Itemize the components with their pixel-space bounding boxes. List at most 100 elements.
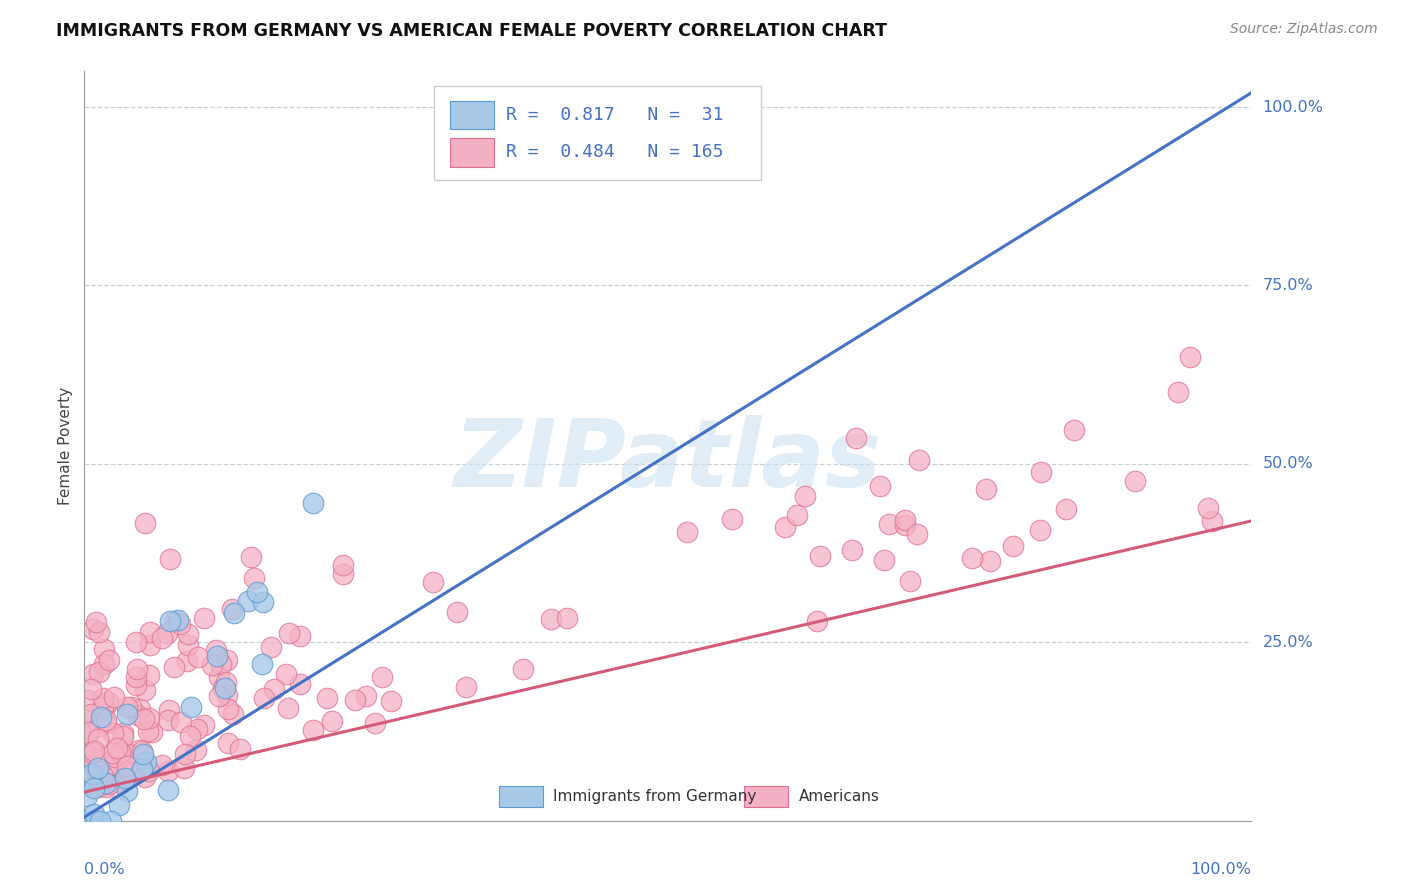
FancyBboxPatch shape (450, 138, 494, 167)
Text: 0.0%: 0.0% (84, 862, 125, 877)
Point (979, 554, 1001, 568)
Text: Immigrants from Germany: Immigrants from Germany (554, 789, 756, 805)
Point (974, 482, 997, 496)
Point (364, 715, 387, 730)
Point (89, 814, 111, 828)
Point (98, 653, 121, 667)
Point (208, 670, 231, 684)
Point (75, 754, 97, 768)
Point (105, 741, 128, 756)
Point (240, 549, 263, 564)
Point (841, 542, 863, 557)
Point (73, 746, 96, 760)
Point (114, 771, 136, 785)
Point (214, 674, 236, 689)
Point (962, 551, 984, 566)
Point (131, 744, 153, 758)
Point (179, 730, 201, 744)
Point (112, 729, 135, 743)
Point (1178, 351, 1201, 365)
Text: IMMIGRANTS FROM GERMANY VS AMERICAN FEMALE POVERTY CORRELATION CHART: IMMIGRANTS FROM GERMANY VS AMERICAN FEMA… (56, 22, 887, 40)
Point (86, 763, 108, 777)
Point (117, 699, 139, 714)
Point (169, 616, 191, 631)
Point (89, 665, 111, 680)
Point (97, 695, 120, 709)
Point (217, 702, 239, 716)
Text: 100.0%: 100.0% (1263, 100, 1323, 114)
Point (243, 571, 266, 585)
Point (1201, 514, 1223, 528)
Point (371, 670, 394, 684)
Point (186, 722, 208, 736)
Point (229, 742, 252, 756)
Point (184, 743, 207, 757)
Point (775, 520, 797, 534)
Point (252, 595, 274, 609)
Point (80, 714, 103, 728)
Point (321, 714, 343, 728)
Point (120, 700, 142, 714)
Point (83, 780, 105, 795)
Point (124, 671, 146, 685)
Point (150, 757, 173, 772)
Point (93, 642, 115, 657)
Point (177, 639, 200, 653)
Point (120, 766, 142, 780)
Point (77, 725, 100, 739)
Point (90, 710, 112, 724)
Point (87, 719, 110, 733)
Point (422, 575, 444, 590)
Point (1002, 540, 1025, 554)
Point (87, 732, 110, 747)
Point (129, 702, 152, 716)
Point (290, 677, 312, 691)
Point (96, 715, 118, 730)
Point (676, 525, 699, 540)
Point (894, 517, 917, 532)
Point (343, 693, 366, 707)
Point (157, 764, 180, 778)
Point (332, 558, 354, 573)
Point (260, 640, 283, 654)
Point (132, 713, 155, 727)
Point (1063, 423, 1085, 437)
Point (380, 693, 402, 707)
Point (150, 631, 173, 645)
Point (165, 614, 187, 628)
Point (180, 700, 202, 714)
Point (1029, 465, 1052, 479)
Text: Source: ZipAtlas.com: Source: ZipAtlas.com (1230, 22, 1378, 37)
Point (131, 762, 153, 776)
Point (82, 746, 104, 760)
Point (91, 769, 114, 783)
Text: 75.0%: 75.0% (1263, 278, 1313, 293)
Point (117, 764, 139, 778)
Point (108, 797, 131, 812)
Point (278, 625, 301, 640)
Point (117, 747, 139, 761)
Point (134, 516, 156, 531)
Point (224, 607, 246, 621)
Point (138, 764, 160, 778)
FancyBboxPatch shape (434, 87, 761, 180)
Point (907, 453, 929, 467)
Point (127, 708, 149, 723)
Text: Americans: Americans (799, 789, 879, 805)
Point (156, 625, 179, 640)
Point (103, 746, 125, 760)
Point (128, 743, 150, 757)
Point (82, 814, 104, 828)
Point (246, 585, 269, 599)
Point (115, 784, 138, 798)
Point (83, 744, 105, 758)
Point (156, 783, 179, 797)
Point (159, 552, 181, 566)
Point (100, 814, 122, 828)
Point (75, 814, 97, 828)
Point (73, 763, 96, 777)
Point (114, 766, 136, 780)
Point (173, 761, 195, 775)
Point (193, 611, 215, 625)
Point (187, 649, 209, 664)
